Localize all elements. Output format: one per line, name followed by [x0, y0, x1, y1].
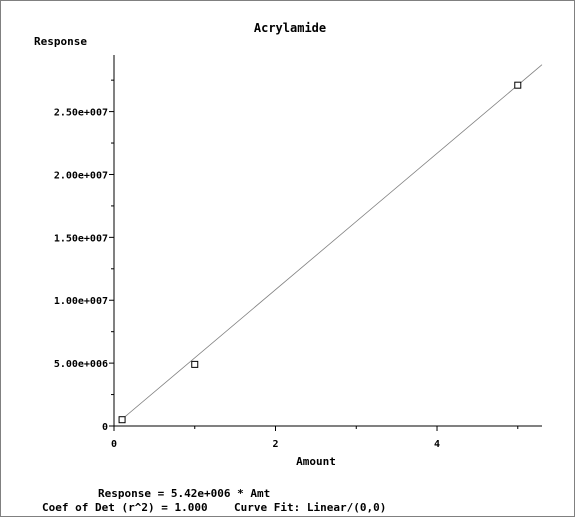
y-axis-label: Response	[34, 35, 87, 48]
chart-title: Acrylamide	[254, 21, 326, 35]
y-tick-label: 5.00e+006	[54, 359, 108, 370]
data-point	[191, 360, 199, 368]
x-axis-label: Amount	[296, 455, 336, 468]
x-tick-label: 0	[111, 439, 117, 450]
x-ticks: 0 2 4	[111, 426, 519, 450]
axes	[113, 55, 542, 427]
y-tick-label: 1.00e+007	[54, 296, 108, 307]
x-tick-label: 2	[272, 439, 278, 450]
data-point	[118, 416, 126, 424]
x-tick-label: 4	[434, 439, 440, 450]
fit-line-group	[121, 64, 543, 420]
y-tick-label: 1.50e+007	[54, 233, 108, 244]
y-tick-label: 2.00e+007	[54, 170, 108, 181]
data-points	[118, 81, 522, 424]
fit-info-text: Coef of Det (r^2) = 1.000 Curve Fit: Lin…	[42, 501, 386, 514]
y-ticks: 0 5.00e+006 1.00e+007 1.50e+007 2.00e+007 2.5…	[54, 79, 114, 433]
y-tick-label: 0	[102, 422, 108, 433]
y-tick-label: 2.50e+007	[54, 108, 108, 119]
data-point	[514, 81, 522, 89]
equation-text: Response = 5.42e+006 * Amt	[98, 487, 270, 500]
fit-line	[121, 64, 543, 420]
